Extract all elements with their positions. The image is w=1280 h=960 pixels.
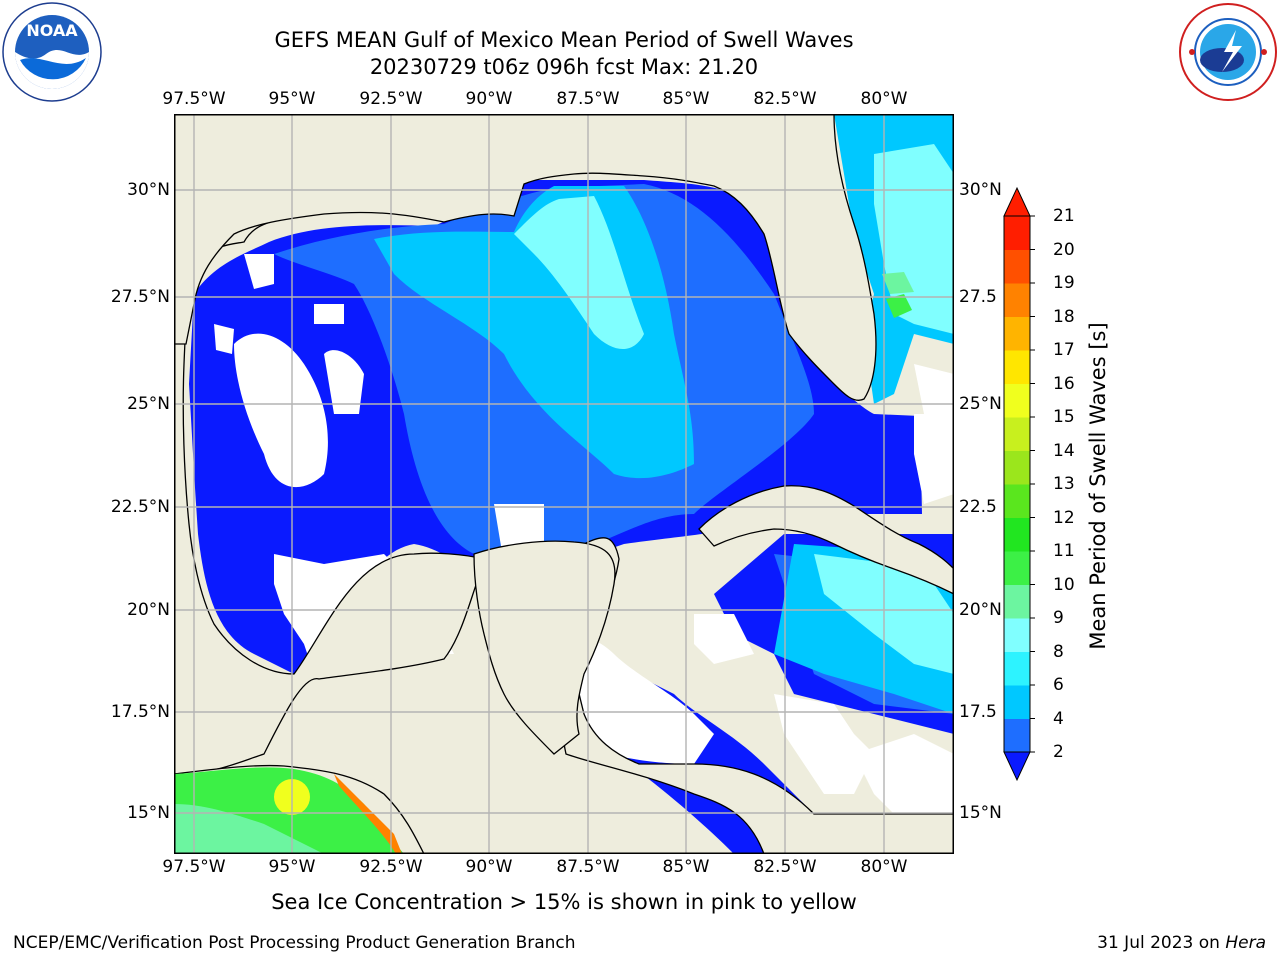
map-plot [174, 114, 954, 854]
colorbar-segment [1004, 517, 1030, 552]
land-us [174, 114, 954, 401]
sea-ice-note: Sea Ice Concentration > 15% is shown in … [271, 890, 857, 914]
lon-label-top: 92.5°W [359, 89, 423, 109]
swell-region-11 [886, 294, 912, 318]
colorbar-tick-label: 21 [1053, 206, 1075, 226]
lon-label-bottom: 85°W [662, 857, 710, 877]
colorbar-segment [1004, 350, 1030, 384]
colorbar-segment [1004, 651, 1030, 686]
lon-label-bottom: 80°W [860, 857, 908, 877]
colorbar-label: Mean Period of Swell Waves [s] [1086, 322, 1110, 650]
footer-date: 31 Jul 2023 on Hera [1097, 933, 1266, 953]
footer-host: Hera [1225, 933, 1266, 953]
colorbar-tick-label: 19 [1053, 273, 1075, 293]
graticule [174, 114, 954, 854]
land-yucatan [473, 540, 616, 755]
colorbar-segment [1004, 718, 1030, 753]
colorbar-tick-label: 4 [1053, 708, 1064, 729]
colorbar-tick-label: 8 [1053, 641, 1064, 662]
lon-label-top: 82.5°W [753, 89, 817, 109]
lon-label-top: 80°W [860, 89, 908, 109]
lat-label-left: 15°N [127, 803, 170, 823]
footer-credit: NCEP/EMC/Verification Post Processing Pr… [13, 933, 576, 953]
lat-label-left: 17.5°N [110, 702, 170, 722]
colorbar-tick-label: 15 [1053, 407, 1075, 427]
colorbar-tick-label: 9 [1053, 608, 1064, 628]
colorbar-segment [1004, 618, 1030, 652]
footer-date-text: 31 Jul 2023 on [1097, 933, 1220, 953]
colorbar-segment [1004, 450, 1030, 485]
colorbar-tick-label: 14 [1053, 440, 1075, 461]
colorbar-segment [1004, 551, 1030, 585]
colorbar-tick-label: 17 [1053, 340, 1075, 360]
colorbar-segment [1004, 316, 1030, 351]
land-cuba [698, 485, 954, 595]
swell-region-8-9 [514, 196, 644, 349]
lon-label-top: 95°W [268, 89, 316, 109]
lon-label-top: 90°W [465, 89, 513, 109]
svg-text:NOAA: NOAA [26, 21, 78, 40]
colorbar-segment [1004, 584, 1030, 619]
colorbar-tick-label: 18 [1053, 306, 1075, 327]
lon-label-bottom: 87.5°W [556, 857, 620, 877]
lat-label-right: 22.5 [959, 497, 997, 517]
swell-region-10 [882, 272, 914, 294]
colorbar-tick-label: 20 [1053, 239, 1075, 260]
lat-label-left: 25°N [127, 394, 170, 414]
noaa-logo: NOAA [2, 2, 102, 102]
land-mexico [174, 114, 954, 854]
lat-label-left: 30°N [127, 180, 170, 200]
colorbar-extend-max [1003, 186, 1031, 217]
colorbar-tick-label: 2 [1053, 742, 1064, 762]
colorbar-segment [1004, 283, 1030, 317]
colorbar-tick-label: 13 [1053, 474, 1075, 494]
nws-logo [1179, 3, 1277, 101]
lon-label-bottom: 82.5°W [753, 857, 817, 877]
map-title: GEFS MEAN Gulf of Mexico Mean Period of … [274, 28, 854, 52]
lat-label-right: 20°N [959, 600, 1002, 620]
map-subtitle: 20230729 t06z 096h fcst Max: 21.20 [369, 55, 759, 79]
colorbar-segment [1004, 484, 1030, 518]
colorbar-tick-label: 16 [1053, 373, 1075, 394]
lat-label-left: 22.5°N [110, 497, 170, 517]
lat-label-left: 20°N [127, 600, 170, 620]
lon-label-bottom: 90°W [465, 857, 513, 877]
colorbar-tick-label: 10 [1053, 574, 1075, 595]
colorbar-segment [1004, 685, 1030, 719]
colorbar-extend-min [1003, 751, 1031, 782]
pacific-light [174, 804, 324, 854]
lon-label-top: 85°W [662, 89, 710, 109]
map-border [174, 114, 954, 854]
colorbar [1003, 186, 1035, 782]
colorbar-segment [1004, 417, 1030, 451]
lat-label-right: 17.5 [959, 702, 997, 722]
lon-label-bottom: 92.5°W [359, 857, 423, 877]
lat-label-right: 30°N [959, 180, 1002, 200]
lon-label-bottom: 97.5°W [162, 857, 226, 877]
lat-label-right: 27.5 [959, 287, 997, 307]
lat-label-right: 25°N [959, 394, 1002, 414]
pacific-orange-strip [334, 774, 402, 854]
colorbar-tick-label: 6 [1053, 675, 1064, 695]
lat-label-left: 27.5°N [110, 287, 170, 307]
colorbar-segment [1004, 383, 1030, 418]
colorbar-segment [1004, 249, 1030, 284]
colorbar-tick-label: 12 [1053, 507, 1075, 528]
lon-label-top: 97.5°W [162, 89, 226, 109]
colorbar-tick-label: 11 [1053, 541, 1075, 561]
lon-label-bottom: 95°W [268, 857, 316, 877]
lat-label-right: 15°N [959, 803, 1002, 823]
lon-label-top: 87.5°W [556, 89, 620, 109]
colorbar-segment [1004, 216, 1030, 250]
